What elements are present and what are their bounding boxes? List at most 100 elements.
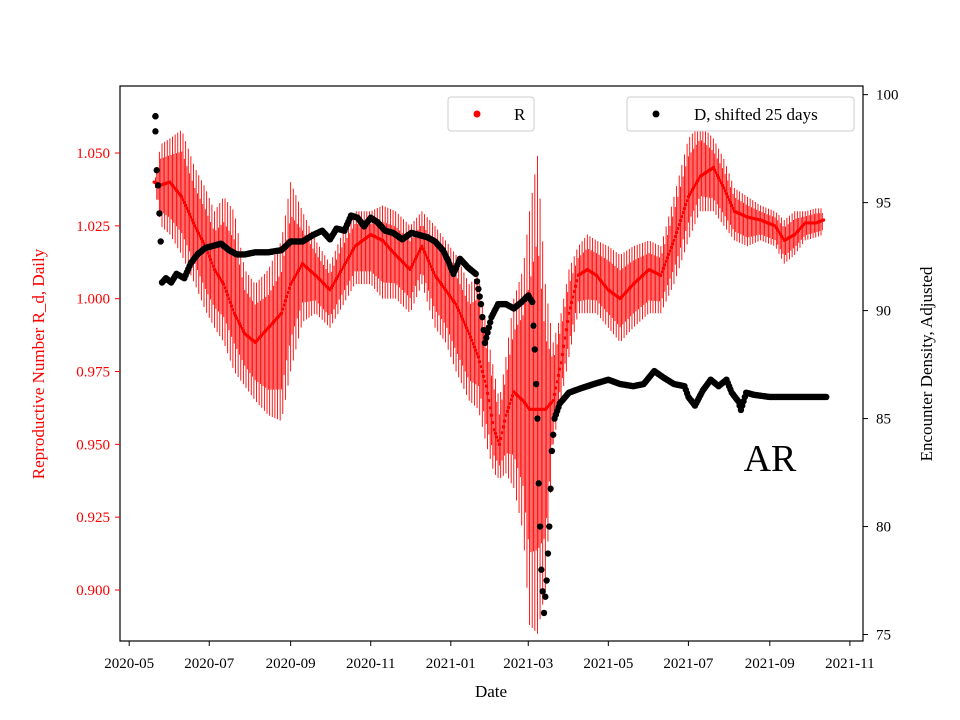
annotation-label: AR [744, 438, 797, 480]
d-point [544, 550, 552, 557]
r-point [475, 352, 479, 356]
r-point [468, 335, 473, 339]
r-point [195, 229, 200, 233]
d-point [472, 270, 479, 278]
r-point [499, 436, 503, 441]
r-point [211, 264, 215, 268]
r-point [206, 251, 210, 255]
legend-d-label: D, shifted 25 days [694, 105, 818, 124]
d-point [528, 298, 536, 306]
r-point [668, 249, 672, 253]
r-point [564, 328, 568, 332]
r-point [287, 286, 291, 290]
plot-area [120, 86, 863, 641]
r-point [551, 399, 555, 403]
r-point [667, 252, 671, 256]
r-point [472, 345, 477, 349]
r-point [227, 297, 231, 301]
series-r [152, 123, 826, 634]
r-point [724, 192, 729, 196]
r-point [659, 273, 663, 277]
y-left-tick-label: 1.000 [76, 292, 110, 308]
d-point [531, 346, 539, 353]
r-point [198, 234, 202, 238]
x-axis-label: Date [475, 682, 507, 701]
legend-r[interactable]: R [447, 96, 535, 132]
r-point [232, 311, 236, 315]
r-point [419, 247, 423, 251]
r-point [504, 413, 508, 417]
d-point [479, 313, 486, 321]
r-point [466, 329, 470, 333]
r-point [684, 203, 688, 207]
r-point [411, 262, 415, 266]
d-point [157, 238, 164, 245]
r-point [476, 355, 480, 359]
r-point [191, 221, 196, 225]
r-point [681, 210, 685, 215]
r-point [228, 300, 232, 304]
x-tick-label: 2021-03 [503, 656, 553, 672]
r-point [510, 394, 515, 398]
r-point [187, 212, 192, 216]
r-point [482, 374, 486, 378]
r-point [467, 332, 471, 336]
x-tick-label: 2021-09 [745, 656, 795, 672]
d-point [475, 285, 482, 293]
d-point [486, 319, 494, 326]
r-point [505, 409, 509, 413]
r-point [181, 198, 185, 202]
legend-d[interactable]: D, shifted 25 days [626, 96, 855, 132]
d-point [484, 329, 491, 336]
r-point [676, 226, 680, 231]
r-point [199, 236, 203, 241]
r-point [715, 173, 719, 177]
r-point [458, 311, 462, 315]
r-point [663, 263, 667, 267]
d-point [153, 167, 160, 174]
r-point [197, 231, 201, 236]
r-point [713, 168, 717, 172]
x-tick-label: 2021-05 [583, 656, 633, 672]
d-point [548, 447, 556, 455]
y-right-tick-label: 80 [876, 520, 891, 536]
r-point [727, 198, 731, 202]
r-point [560, 352, 564, 357]
r-point [235, 316, 239, 320]
r-point [730, 203, 734, 208]
r-point [470, 338, 474, 342]
r-point [285, 294, 289, 299]
r-point [415, 254, 419, 259]
r-point [720, 183, 725, 188]
r-point [349, 251, 353, 255]
r-point [194, 226, 198, 230]
r-point [562, 344, 566, 348]
y-left-tick-label: 0.975 [76, 365, 110, 381]
d-point [481, 339, 489, 347]
r-point [491, 420, 495, 425]
r-point [240, 326, 244, 331]
r-point [413, 257, 417, 261]
x-tick-label: 2020-07 [184, 656, 234, 672]
r-point [488, 406, 492, 410]
r-point [425, 256, 429, 260]
r-point [509, 398, 513, 402]
y-axis-right-label: Encounter Density, Adjusted [917, 266, 936, 461]
r-point [463, 323, 467, 327]
d-point [477, 300, 485, 308]
r-point [193, 224, 197, 228]
r-point [408, 267, 412, 272]
r-point [184, 203, 188, 208]
r-point [189, 215, 193, 219]
r-point [566, 319, 570, 324]
r-point [726, 195, 730, 199]
r-point [226, 293, 230, 297]
r-point [673, 234, 677, 239]
r-point [208, 257, 213, 262]
r-point [669, 245, 673, 250]
r-point [731, 206, 735, 210]
r-point [573, 284, 578, 288]
r-point [185, 206, 189, 210]
plot-frame [119, 85, 864, 642]
y-right-tick-label: 85 [876, 412, 891, 428]
